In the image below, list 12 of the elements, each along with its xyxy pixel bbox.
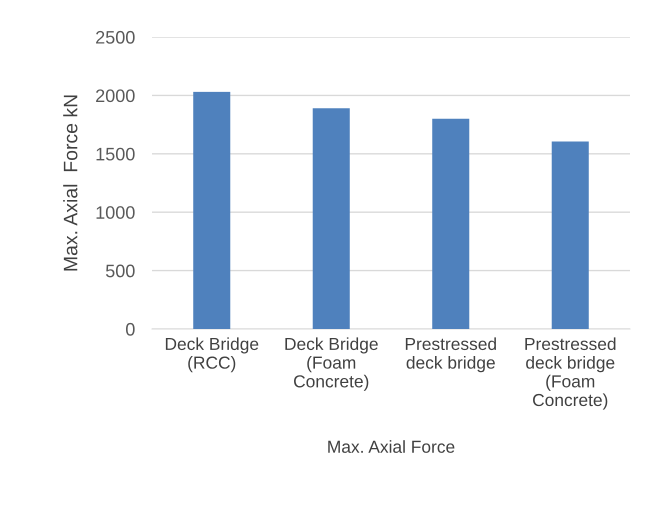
y-tick-label: 0 xyxy=(126,322,135,336)
y-tick-label: 2000 xyxy=(96,89,135,102)
y-tick-label: 1500 xyxy=(96,148,135,161)
x-tick-label: Prestressed deck bridge xyxy=(406,337,496,372)
y-tick-label: 1000 xyxy=(96,206,135,219)
x-tick-label: Deck Bridge (Foam Concrete) xyxy=(285,337,378,391)
y-axis-title: Max. Axial Force kN xyxy=(63,95,78,271)
x-tick-label: Deck Bridge (RCC) xyxy=(166,337,258,372)
y-tick-label: 2500 xyxy=(96,30,135,44)
x-axis-title: Max. Axial Force xyxy=(328,440,454,453)
x-tick-label: Prestressed deck bridge (Foam Concrete) xyxy=(525,337,616,410)
y-tick-label: 500 xyxy=(106,264,135,278)
